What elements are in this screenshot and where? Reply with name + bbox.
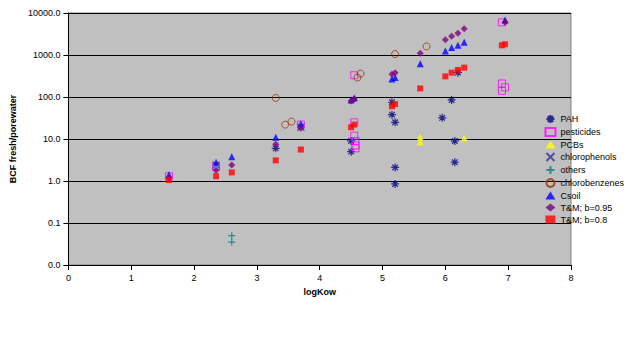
svg-text:7: 7 [506, 273, 511, 283]
svg-text:1.0: 1.0 [48, 176, 61, 186]
svg-text:0.0: 0.0 [48, 260, 61, 270]
svg-text:3: 3 [254, 273, 259, 283]
svg-text:chlorophenols: chlorophenols [560, 152, 617, 162]
svg-text:PCBs: PCBs [560, 140, 584, 150]
svg-text:chlorobenzenes: chlorobenzenes [560, 178, 624, 188]
svg-text:BCF fresh/porewater: BCF fresh/porewater [8, 94, 18, 183]
svg-text:8: 8 [568, 273, 573, 283]
svg-text:4: 4 [317, 273, 322, 283]
svg-text:others: others [560, 165, 586, 175]
svg-text:PAH: PAH [560, 114, 578, 124]
svg-text:logKow: logKow [303, 287, 336, 297]
svg-text:T&M; b=0.8: T&M; b=0.8 [560, 215, 607, 225]
svg-text:10000.0: 10000.0 [28, 8, 61, 18]
svg-text:1: 1 [129, 273, 134, 283]
svg-text:5: 5 [380, 273, 385, 283]
svg-text:2: 2 [192, 273, 197, 283]
svg-text:6: 6 [443, 273, 448, 283]
svg-text:0.1: 0.1 [48, 218, 61, 228]
svg-text:100.0: 100.0 [38, 92, 61, 102]
svg-text:10.0: 10.0 [43, 134, 61, 144]
svg-text:Csoil: Csoil [560, 191, 580, 201]
svg-text:0: 0 [66, 273, 71, 283]
svg-text:pesticides: pesticides [560, 127, 601, 137]
svg-text:T&M; b=0.95: T&M; b=0.95 [560, 203, 612, 213]
svg-text:1000.0: 1000.0 [33, 50, 61, 60]
